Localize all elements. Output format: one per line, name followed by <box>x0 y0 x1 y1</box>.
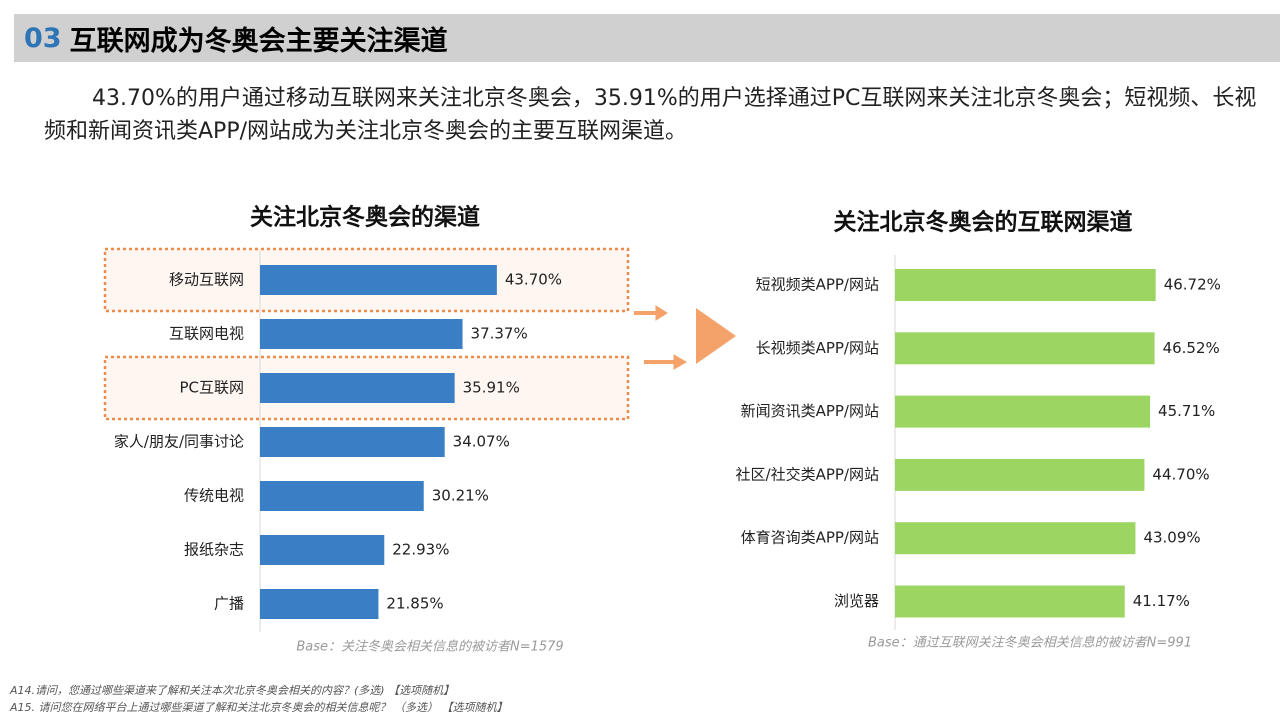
category-label: 长视频类APP/网站 <box>756 339 879 357</box>
category-label: 互联网电视 <box>169 325 244 343</box>
bar <box>895 269 1156 301</box>
category-label: PC互联网 <box>179 379 244 397</box>
category-label: 新闻资讯类APP/网站 <box>741 402 879 420</box>
value-label: 30.21% <box>432 487 489 505</box>
bar <box>895 522 1136 555</box>
category-label: 家人/朋友/同事讨论 <box>114 433 244 451</box>
chart-title: 关注北京冬奥会的渠道 <box>250 204 480 231</box>
value-label: 37.37% <box>471 325 528 343</box>
category-label: 传统电视 <box>184 487 244 505</box>
value-label: 41.17% <box>1133 592 1190 610</box>
value-label: 21.85% <box>386 595 443 613</box>
bar <box>260 481 424 511</box>
arrow-head <box>655 305 668 321</box>
category-label: 广播 <box>214 595 244 613</box>
value-label: 45.71% <box>1158 402 1215 420</box>
highlight-box <box>103 355 630 421</box>
category-label: 短视频类APP/网站 <box>756 276 879 294</box>
base-note: Base：通过互联网关注冬奥会相关信息的被访者N=991 <box>868 635 1192 651</box>
category-label: 移动互联网 <box>169 271 244 289</box>
value-label: 43.09% <box>1143 529 1200 547</box>
bar <box>895 332 1155 365</box>
category-label: 社区/社交类APP/网站 <box>736 465 879 483</box>
summary-text: 43.70%的用户通过移动互联网来关注北京冬奥会，35.91%的用户选择通过PC… <box>44 86 1257 144</box>
section-number: 03 <box>24 22 62 54</box>
header-bar: 03 互联网成为冬奥会主要关注渠道 <box>14 14 1280 62</box>
chart-title: 关注北京冬奥会的互联网渠道 <box>834 209 1133 236</box>
bar <box>895 585 1125 618</box>
value-label: 44.70% <box>1152 465 1209 483</box>
arrow-head <box>673 354 687 370</box>
bar <box>260 535 385 565</box>
base-note: Base：关注冬奥会相关信息的被访者N=1579 <box>296 639 563 655</box>
value-label: 46.72% <box>1164 276 1221 294</box>
bar <box>260 373 455 403</box>
value-label: 22.93% <box>392 541 449 559</box>
value-label: 35.91% <box>463 379 520 397</box>
bar <box>260 319 463 349</box>
bar <box>895 395 1151 428</box>
bar <box>260 589 379 619</box>
value-label: 43.70% <box>505 271 562 289</box>
bar <box>895 458 1145 491</box>
value-label: 46.52% <box>1163 339 1220 357</box>
category-label: 报纸杂志 <box>184 541 244 559</box>
value-label: 34.07% <box>453 433 510 451</box>
category-label: 浏览器 <box>834 592 879 610</box>
bar <box>260 427 445 457</box>
big-arrow <box>696 308 736 364</box>
arrows <box>634 305 736 370</box>
footnote: A15. 请问您在网络平台上通过哪些渠道了解和关注北京冬奥会的相关信息呢？ （多… <box>10 701 508 714</box>
section-title: 互联网成为冬奥会主要关注渠道 <box>69 25 448 57</box>
footnote: A14.请问，您通过哪些渠道来了解和关注本次北京冬奥会相关的内容？(多选) 【选… <box>10 684 455 697</box>
bar <box>260 265 497 295</box>
category-label: 体育咨询类APP/网站 <box>741 529 879 547</box>
